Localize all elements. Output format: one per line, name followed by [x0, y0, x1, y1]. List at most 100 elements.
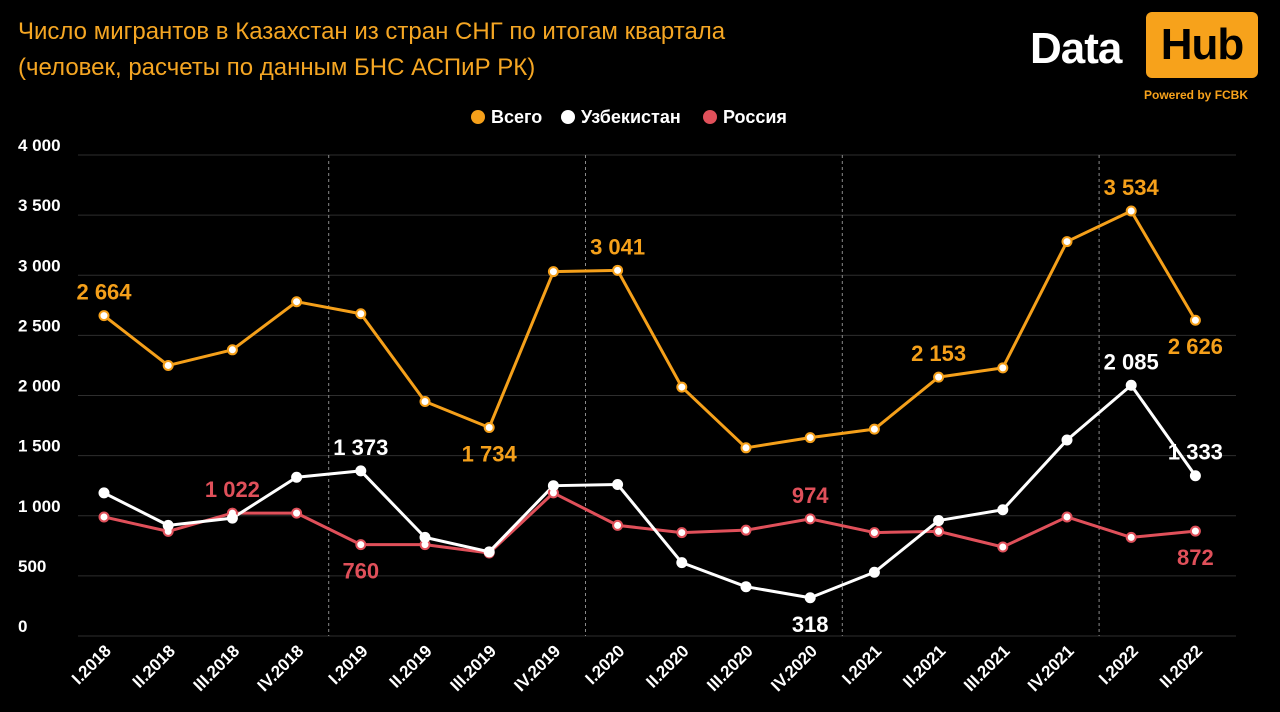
- data-labels: 2 664 1 734 3 041 2 153 3 534 2 626 1 373 318 2 …: [76, 175, 1222, 637]
- y-tick-label: 1 500: [18, 437, 61, 456]
- data-label: 3 041: [590, 234, 645, 259]
- y-tick-label: 3 000: [18, 256, 61, 275]
- data-point: [997, 541, 1009, 553]
- x-tick-label: I.2020: [582, 641, 629, 688]
- data-label: 872: [1177, 545, 1214, 570]
- data-point: [1125, 205, 1137, 217]
- data-label: 2 153: [911, 341, 966, 366]
- data-point: [291, 471, 303, 483]
- logo-data-text: Data: [1030, 24, 1122, 73]
- title-line-2: (человек, расчеты по данным БНС АСПиР РК…: [18, 54, 536, 81]
- series-line: [103, 491, 1196, 555]
- data-point: [612, 264, 624, 276]
- x-tick-label: III.2018: [190, 641, 244, 695]
- y-tick-label: 4 000: [18, 136, 61, 155]
- x-tick-label: II.2021: [899, 641, 949, 691]
- title-line-1: Число мигрантов в Казахстан из стран СНГ…: [18, 18, 726, 45]
- data-point: [162, 359, 174, 371]
- data-point: [419, 531, 431, 543]
- x-tick-label: III.2021: [960, 641, 1014, 695]
- data-label: 3 534: [1104, 175, 1160, 200]
- x-tick-label: IV.2021: [1024, 641, 1078, 695]
- data-point: [355, 308, 367, 320]
- data-point: [226, 512, 238, 524]
- legend-label: Россия: [723, 107, 787, 127]
- y-tick-label: 3 500: [18, 196, 61, 215]
- data-point: [676, 527, 688, 539]
- data-point: [483, 546, 495, 558]
- data-point: [1061, 236, 1073, 248]
- legend-marker: [471, 110, 485, 124]
- data-point: [676, 557, 688, 569]
- data-point: [98, 487, 110, 499]
- data-point: [1189, 314, 1201, 326]
- data-point: [1061, 511, 1073, 523]
- x-tick-label: I.2018: [68, 641, 115, 688]
- data-point: [997, 504, 1009, 516]
- x-tick-label: IV.2020: [767, 641, 821, 695]
- data-label: 974: [792, 483, 829, 508]
- data-point: [1189, 525, 1201, 537]
- x-tick-label: II.2020: [642, 641, 692, 691]
- data-point: [933, 515, 945, 527]
- data-point: [933, 371, 945, 383]
- x-tick-label: II.2022: [1156, 641, 1206, 691]
- x-tick-label: IV.2018: [254, 641, 308, 695]
- data-point: [612, 478, 624, 490]
- y-tick-label: 500: [18, 557, 46, 576]
- x-tick-label: I.2022: [1095, 641, 1142, 688]
- data-point: [1061, 434, 1073, 446]
- x-tick-label: IV.2019: [510, 641, 564, 695]
- logo-powered-text: Powered by FCBK: [1144, 88, 1249, 102]
- chart-title: Число мигрантов в Казахстан из стран СНГ…: [18, 14, 725, 86]
- data-point: [226, 344, 238, 356]
- series-points: [98, 205, 1201, 604]
- data-point: [804, 592, 816, 604]
- data-label: 2 085: [1104, 349, 1159, 374]
- data-point: [740, 581, 752, 593]
- data-point: [98, 511, 110, 523]
- data-label: 2 626: [1168, 334, 1223, 359]
- data-point: [1125, 379, 1137, 391]
- y-tick-label: 2 500: [18, 316, 61, 335]
- data-label: 2 664: [76, 280, 132, 305]
- data-label: 318: [792, 612, 829, 637]
- data-point: [98, 310, 110, 322]
- data-point: [868, 423, 880, 435]
- y-tick-label: 0: [18, 617, 27, 636]
- logo-hub-text: Hub: [1146, 12, 1258, 78]
- data-point: [162, 519, 174, 531]
- legend-label: Узбекистан: [581, 107, 681, 127]
- x-tick-label: III.2019: [446, 641, 500, 695]
- data-point: [676, 381, 688, 393]
- data-point: [804, 513, 816, 525]
- data-point: [612, 519, 624, 531]
- data-point: [740, 442, 752, 454]
- data-label: 1 333: [1168, 440, 1223, 465]
- data-point: [804, 432, 816, 444]
- data-point: [355, 465, 367, 477]
- series-line: [103, 383, 1197, 600]
- legend-label: Всего: [491, 107, 542, 127]
- data-point: [291, 296, 303, 308]
- data-point: [355, 539, 367, 551]
- datahub-logo: Data Hub Powered by FCBK: [1030, 12, 1260, 104]
- data-point: [547, 480, 559, 492]
- y-tick-label: 1 000: [18, 497, 61, 516]
- x-tick-label: I.2021: [838, 641, 885, 688]
- data-point: [419, 396, 431, 408]
- data-point: [1125, 531, 1137, 543]
- data-point: [933, 525, 945, 537]
- legend: Всего Узбекистан Россия: [471, 107, 787, 127]
- data-label: 760: [342, 559, 379, 584]
- data-point: [547, 266, 559, 278]
- data-label: 1 022: [205, 477, 260, 502]
- data-point: [868, 527, 880, 539]
- data-point: [868, 566, 880, 578]
- data-point: [740, 524, 752, 536]
- x-tick-label: II.2019: [386, 641, 436, 691]
- x-tick-label: I.2019: [325, 641, 372, 688]
- x-tick-label: II.2018: [129, 641, 179, 691]
- x-tick-label: III.2020: [703, 641, 757, 695]
